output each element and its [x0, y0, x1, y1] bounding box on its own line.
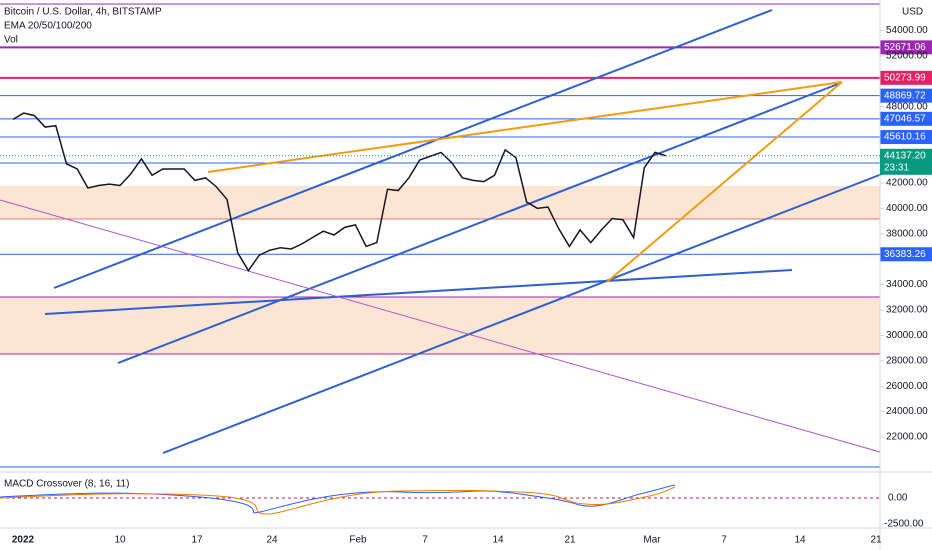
- level-label: 45610.16: [884, 132, 926, 143]
- indicator-label: EMA 20/50/100/200: [4, 21, 92, 32]
- price-line: [12, 112, 666, 272]
- trendline: [162, 173, 883, 454]
- y-tick-label: 42000.00: [886, 178, 928, 189]
- last-price-tag: [880, 148, 932, 175]
- level-tag: [880, 70, 932, 85]
- level-tag: [880, 130, 932, 145]
- level-label: 47046.57: [884, 113, 926, 124]
- x-tick-label: Feb: [349, 535, 367, 546]
- y-tick-label: 40000.00: [886, 203, 928, 214]
- y-tick-label: 24000.00: [886, 406, 928, 417]
- trendline: [606, 81, 843, 283]
- macd-tick: -2500.00: [884, 519, 924, 530]
- level-label: 36383.26: [884, 249, 926, 260]
- y-tick-label: 28000.00: [886, 355, 928, 366]
- y-tick-label: 52000.00: [886, 51, 928, 62]
- y-tick-label: 54000.00: [886, 25, 928, 36]
- trendline: [117, 83, 839, 364]
- y-tick-label: 30000.00: [886, 330, 928, 341]
- macd-title: MACD Crossover (8, 16, 11): [4, 479, 129, 490]
- x-tick-label: 14: [794, 535, 806, 546]
- volume-label: Vol: [4, 35, 18, 46]
- x-tick-label: 7: [422, 535, 428, 546]
- macd-tick: 0.00: [888, 493, 908, 504]
- zone: [0, 186, 880, 219]
- x-tick-label: 7: [721, 535, 727, 546]
- trendlines: [0, 9, 883, 454]
- y-tick-label: 26000.00: [886, 381, 928, 392]
- level-tag: [880, 40, 932, 55]
- trendline: [53, 9, 773, 289]
- x-tick-label: Mar: [643, 535, 661, 546]
- price-series: [12, 112, 666, 272]
- y-tick-label: 32000.00: [886, 305, 928, 316]
- y-tick-label: 34000.00: [886, 279, 928, 290]
- macd-line: [0, 484, 676, 514]
- trendline: [0, 199, 881, 453]
- x-tick-label: 10: [114, 535, 126, 546]
- x-tick-label: 2022: [12, 535, 35, 546]
- y-tick-label: 48000.00: [886, 101, 928, 112]
- y-tick-label: 22000.00: [886, 432, 928, 443]
- level-tag: [880, 111, 932, 126]
- currency: USD: [902, 7, 923, 18]
- level-tag: [880, 88, 932, 103]
- x-tick-label: 14: [492, 535, 504, 546]
- macd-signal: [0, 486, 676, 515]
- x-tick-label: 21: [564, 535, 576, 546]
- x-tick-label: 17: [191, 535, 203, 546]
- last-price-label: 44137.20: [884, 150, 926, 161]
- x-tick-label: 21: [870, 535, 882, 546]
- x-tick-label: 24: [266, 535, 278, 546]
- countdown: 23:31: [884, 162, 909, 173]
- trendline: [44, 269, 793, 315]
- trendline: [207, 81, 843, 173]
- level-tag: [880, 247, 932, 262]
- level-label: 50273.99: [884, 72, 926, 83]
- level-label: 52671.06: [884, 42, 926, 53]
- y-tick-label: 38000.00: [886, 228, 928, 239]
- symbol-title: Bitcoin / U.S. Dollar, 4h, BITSTAMP: [4, 7, 162, 18]
- level-label: 48869.72: [884, 90, 926, 101]
